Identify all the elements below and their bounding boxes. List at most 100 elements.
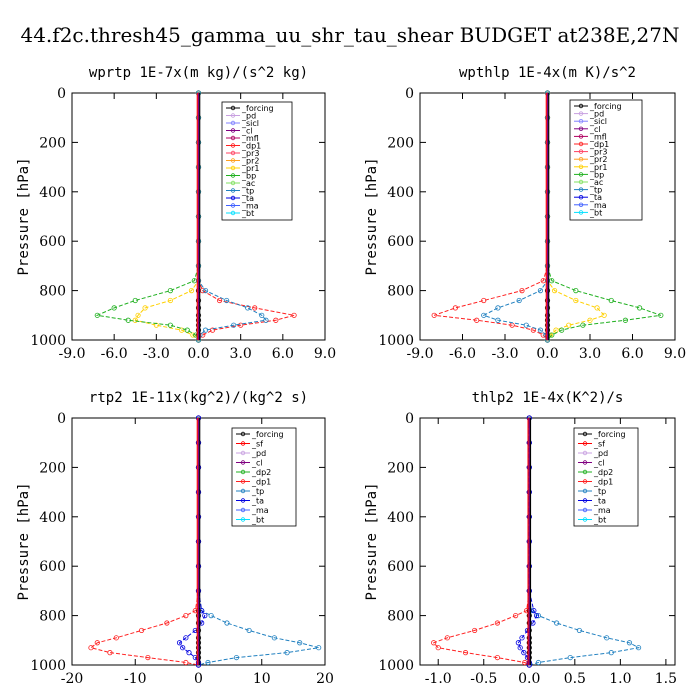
y-tick-label: 800 <box>39 284 66 300</box>
y-tick-label: 400 <box>387 185 414 201</box>
y-axis-label: Pressure [hPa] <box>16 482 32 600</box>
legend-marker <box>230 173 236 178</box>
data-point <box>452 305 459 311</box>
data-point <box>184 327 190 333</box>
x-tick-label: -3.0 <box>143 346 170 362</box>
data-point <box>576 627 582 634</box>
legend-entry: _bt <box>589 208 602 217</box>
legend-marker <box>582 517 588 522</box>
y-tick-label: 200 <box>387 460 414 476</box>
x-tick-label: -6.0 <box>449 346 476 362</box>
data-point <box>202 287 209 294</box>
data-point <box>202 327 209 333</box>
data-point <box>494 620 501 626</box>
panel-title: wprtp 1E-7x(m kg)/(s^2 kg) <box>89 65 308 81</box>
data-point <box>132 297 138 304</box>
y-tick-label: 200 <box>39 460 66 476</box>
data-point <box>559 327 565 333</box>
data-point <box>252 305 258 311</box>
y-axis-label: Pressure [hPa] <box>16 157 32 275</box>
legend-marker <box>230 210 236 216</box>
legend-entry: _tp <box>251 487 264 496</box>
legend-marker <box>230 135 236 141</box>
data-point <box>435 645 441 651</box>
data-point <box>431 312 437 318</box>
legend-entry: _pr1 <box>589 163 607 172</box>
x-tick-label: 0 <box>194 671 203 687</box>
legend-entry: _cl <box>593 459 605 468</box>
y-tick-label: 1000 <box>30 333 66 349</box>
legend-entry: _pr2 <box>241 157 259 166</box>
x-tick-label: -20 <box>61 671 84 687</box>
plot-frame <box>419 417 676 666</box>
y-tick-label: 0 <box>57 411 66 427</box>
y-tick-label: 400 <box>387 510 414 526</box>
legend-entry: _ma <box>241 202 259 211</box>
legend-entry: _forcing <box>589 102 622 111</box>
legend-marker <box>582 441 588 446</box>
data-point <box>601 312 607 318</box>
data-point <box>573 287 579 294</box>
data-point <box>231 322 237 328</box>
legend-entry: _forcing <box>593 430 626 439</box>
legend-marker <box>578 111 584 116</box>
x-tick-label: -6.0 <box>101 346 128 362</box>
series-line <box>89 418 199 666</box>
series-line <box>432 418 530 666</box>
legend-marker <box>240 479 246 484</box>
legend-marker <box>240 450 246 456</box>
legend-marker <box>240 498 246 503</box>
y-tick-label: 0 <box>405 86 414 102</box>
legend-entry: _tp <box>241 187 254 196</box>
data-point <box>132 317 138 323</box>
legend-entry: _pr3 <box>241 149 259 158</box>
legend-entry: _pr3 <box>589 148 607 157</box>
data-point <box>263 317 269 323</box>
data-point <box>224 297 230 304</box>
data-point <box>271 635 277 641</box>
legend-marker <box>240 507 246 513</box>
legend-marker <box>240 488 246 494</box>
legend-entry: _tp <box>593 487 606 496</box>
data-point <box>209 327 216 333</box>
legend-entry: _cl <box>241 127 253 136</box>
y-tick-label: 1000 <box>30 658 66 674</box>
data-point <box>517 645 523 651</box>
x-tick-label: 10 <box>253 671 271 687</box>
figure-title: 44.f2c.thresh45_gamma_uu_shr_tau_shear B… <box>20 23 679 47</box>
y-tick-label: 400 <box>39 185 66 201</box>
panel-title: thlp2 1E-4x(K^2)/s <box>472 390 624 406</box>
legend-entry: _forcing <box>251 430 284 439</box>
legend-entry: _bt <box>241 209 254 218</box>
legend-marker <box>230 188 236 193</box>
series-line <box>482 93 548 341</box>
legend-marker <box>582 479 588 484</box>
legend-marker <box>230 195 236 201</box>
legend-entry: _forcing <box>241 104 274 113</box>
x-tick-label: 0.5 <box>564 671 586 687</box>
chart-panel: rtp2 1E-11x(kg^2)/(kg^2 s) Pressure [hPa]… <box>16 390 334 687</box>
data-point <box>245 305 251 311</box>
x-tick-label: -9.0 <box>59 346 86 362</box>
data-point <box>142 305 148 311</box>
data-point <box>636 305 643 311</box>
legend-marker <box>578 126 584 131</box>
data-point <box>208 612 214 619</box>
data-point <box>135 312 141 318</box>
legend-marker <box>582 450 588 456</box>
data-point <box>573 297 579 304</box>
legend-marker <box>230 113 236 118</box>
data-point <box>113 635 119 641</box>
data-point <box>284 650 290 656</box>
data-point <box>164 620 170 626</box>
legend-marker <box>578 172 584 177</box>
legend-marker <box>578 103 584 109</box>
legend-entry: _dp1 <box>241 142 261 151</box>
data-point <box>94 312 100 318</box>
legend-entry: _pd <box>241 112 256 121</box>
legend-marker <box>230 143 236 148</box>
y-tick-label: 0 <box>57 86 66 102</box>
y-axis-label: Pressure [hPa] <box>364 157 380 275</box>
y-tick-label: 1000 <box>378 333 414 349</box>
